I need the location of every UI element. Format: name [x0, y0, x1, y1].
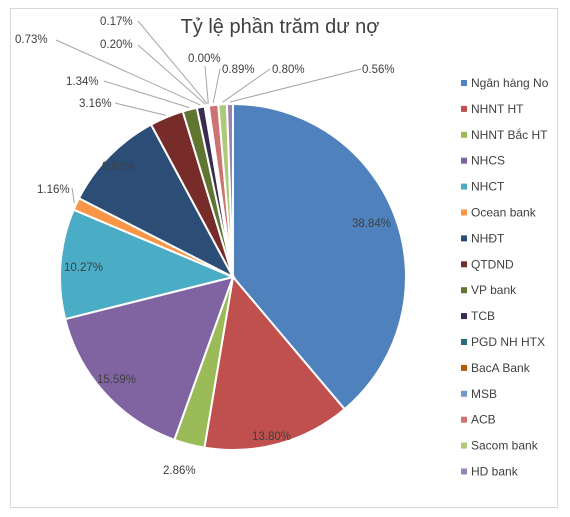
legend: Ngân hàng No NHNT HT NHNT Bắc HT NHCS NHCT Oc… — [461, 76, 549, 479]
legend-label: HD bank — [471, 465, 519, 479]
legend-label: Sacom bank — [471, 439, 539, 453]
data-label: 0.20% — [100, 39, 133, 51]
legend-swatch — [461, 183, 467, 190]
legend-label: NHĐT — [471, 231, 505, 245]
legend-label: VP bank — [471, 283, 517, 297]
legend-label: BacA Bank — [471, 361, 531, 375]
data-label: 15.59% — [97, 374, 136, 386]
leader-line — [103, 80, 190, 109]
legend-label: NHCT — [471, 180, 505, 194]
legend-swatch — [461, 364, 467, 371]
leader-line — [229, 68, 362, 103]
legend-swatch — [461, 235, 467, 242]
legend-swatch — [461, 105, 467, 112]
legend-label: ACB — [471, 413, 496, 427]
legend-swatch — [461, 131, 467, 138]
leader-line — [71, 187, 75, 204]
data-label: 1.16% — [37, 184, 70, 196]
leader-line — [114, 102, 166, 116]
legend-swatch — [461, 157, 467, 164]
pie-slices — [59, 102, 407, 451]
data-labels: 38.84% 13.80% 2.86% 15.59% 10.27% 1.16% 9.63% 3… — [15, 16, 395, 477]
leader-line — [55, 39, 201, 106]
pie-slice — [77, 123, 236, 280]
leader-line — [222, 68, 271, 103]
data-label: 0.56% — [362, 64, 395, 76]
legend-label: NHNT HT — [471, 102, 524, 116]
legend-swatch — [461, 468, 467, 475]
leader-lines — [55, 20, 362, 204]
data-label: 9.63% — [102, 161, 135, 173]
data-label: 0.00% — [188, 53, 221, 65]
legend-swatch — [461, 313, 467, 320]
legend-label: TCB — [471, 309, 495, 323]
legend-label: QTDND — [471, 257, 514, 271]
data-label: 2.86% — [163, 465, 196, 477]
data-label: 0.80% — [272, 64, 305, 76]
legend-label: NHNT Bắc HT — [471, 127, 548, 142]
data-label: 0.73% — [15, 34, 48, 46]
leader-line — [212, 68, 221, 104]
legend-label: Ngân hàng No — [471, 76, 549, 90]
data-label: 0.89% — [222, 64, 255, 76]
legend-swatch — [461, 416, 467, 423]
legend-swatch — [461, 287, 467, 294]
legend-swatch — [461, 261, 467, 268]
leader-line — [137, 20, 208, 105]
pie-slice — [63, 275, 235, 442]
data-label: 13.80% — [252, 431, 291, 443]
leader-line — [137, 44, 206, 105]
legend-label: Ocean bank — [471, 206, 537, 220]
data-label: 1.34% — [66, 76, 99, 88]
legend-label: MSB — [471, 387, 497, 401]
pie-slice — [59, 208, 237, 321]
pie-slice — [232, 102, 407, 411]
legend-swatch — [461, 390, 467, 397]
legend-label: NHCS — [471, 154, 505, 168]
data-label: 0.17% — [100, 16, 133, 28]
data-label: 10.27% — [64, 262, 103, 274]
legend-swatch — [461, 80, 467, 86]
pie-slice — [225, 102, 234, 278]
legend-swatch — [461, 209, 467, 216]
legend-swatch — [461, 442, 467, 449]
leader-line — [204, 65, 209, 104]
pie-slice — [203, 274, 347, 451]
legend-label: PGD NH HTX — [471, 335, 545, 349]
data-label: 38.84% — [352, 218, 391, 230]
legend-swatch — [461, 339, 467, 345]
chart-title: Tỷ lệ phần trăm dư nợ — [180, 16, 380, 38]
data-label: 3.16% — [79, 98, 112, 110]
